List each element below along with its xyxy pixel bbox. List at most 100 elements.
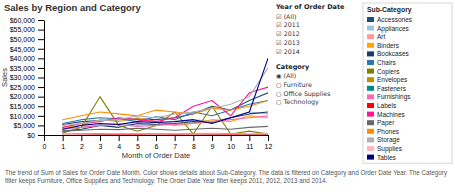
tick-mark — [231, 135, 232, 141]
tick-label: 11 — [246, 143, 253, 150]
legend-swatch — [367, 137, 374, 142]
filter-item: ○ Technology — [276, 98, 319, 106]
series-line — [63, 126, 268, 131]
legend-swatch — [367, 77, 374, 82]
y-axis: $0 $5,000 $10,000 $15,000 $20,000 $25,000 $30,… — [10, 17, 45, 139]
legend-label: Bookcases — [377, 50, 410, 57]
tick-label: 5 — [136, 143, 140, 150]
tick-label: $0 — [27, 132, 35, 139]
series-line — [63, 58, 268, 129]
tick-mark — [100, 135, 101, 141]
x-tick: 2 — [80, 135, 84, 150]
y-tick: $25,000 — [10, 84, 44, 91]
legend-swatch — [367, 17, 374, 22]
tick-label: $55,000 — [10, 26, 35, 33]
filter-item: ☑ 2012 — [276, 30, 300, 37]
legend-swatch — [367, 86, 374, 91]
y-tick: $55,000 — [10, 26, 44, 33]
x-tick: 6 — [155, 135, 159, 150]
tick-mark — [249, 135, 250, 141]
y-tick: $40,000 — [10, 55, 44, 62]
filter-item: ○ Furniture — [276, 81, 312, 88]
legend-label: Binders — [377, 42, 400, 49]
series-line — [63, 101, 268, 120]
legend: Sub-Category Accessories AppliancesArt Bind… — [363, 3, 452, 163]
tick-mark — [38, 39, 44, 40]
footer-note: The trend of Sum of Sales for Order Date… — [5, 169, 450, 184]
legend-swatch — [367, 94, 374, 99]
tick-label: 3 — [99, 143, 103, 150]
tick-label: 6 — [155, 143, 159, 150]
y-tick: $50,000 — [10, 36, 44, 43]
filter-heading: Category — [276, 63, 310, 71]
tick-label: 7 — [173, 143, 177, 150]
tick-mark — [38, 58, 44, 59]
legend-label: Appliances — [377, 25, 410, 33]
x-tick: 8 — [192, 135, 196, 150]
legend-swatch — [367, 69, 374, 74]
legend-label: Art — [377, 33, 386, 40]
tick-label: $15,000 — [10, 103, 35, 110]
tick-mark — [44, 135, 45, 141]
x-tick: 10 — [227, 135, 235, 150]
tick-mark — [137, 135, 138, 141]
series-line — [63, 133, 268, 135]
chart-svg: Sales by Region and Category012345678910… — [0, 0, 455, 192]
x-tick: 0 — [43, 135, 47, 150]
tick-mark — [38, 87, 44, 88]
tick-label: 2 — [80, 143, 84, 150]
legend-title: Sub-Category — [367, 6, 412, 14]
y-tick: $15,000 — [10, 103, 44, 110]
legend-label: Furnishings — [377, 93, 411, 101]
legend-label: Storage — [377, 136, 400, 144]
legend-swatch — [367, 146, 374, 151]
tick-mark — [38, 135, 44, 136]
x-tick: 4 — [117, 135, 121, 150]
x-tick: 1 — [61, 135, 65, 150]
tick-label: 9 — [211, 143, 215, 150]
legend-label: Chairs — [377, 59, 397, 66]
filter-item: ☑ 2014 — [276, 48, 300, 55]
x-tick: 5 — [136, 135, 140, 150]
tick-mark — [38, 78, 44, 79]
y-tick: $30,000 — [10, 74, 44, 81]
legend-label: Phones — [377, 128, 400, 135]
tick-label: 1 — [61, 143, 65, 150]
tick-mark — [38, 20, 44, 21]
legend-label: Machines — [377, 111, 406, 118]
legend-label: Fasteners — [377, 85, 407, 92]
tick-label: $45,000 — [10, 45, 35, 52]
tick-mark — [268, 135, 269, 141]
chart-title: Sales by Region and Category — [4, 2, 141, 13]
y-tick: $0 — [27, 132, 44, 139]
legend-label: Copiers — [377, 68, 400, 76]
tick-label: 12 — [265, 143, 273, 150]
legend-swatch — [367, 26, 374, 31]
legend-label: Paper — [377, 119, 395, 127]
y-tick: $5,000 — [14, 122, 44, 129]
legend-swatch — [367, 120, 374, 125]
tick-label: $20,000 — [10, 93, 35, 100]
series-line — [63, 133, 268, 135]
y-tick: $60,000 — [10, 17, 44, 24]
legend-swatch — [367, 34, 374, 39]
tick-label: $5,000 — [14, 122, 36, 129]
filter-item: ○ Office Supplies — [276, 90, 331, 98]
filter-panel: Year of Order Date☑ (All)☑ 2011☑ 2012☑ 2… — [275, 3, 345, 106]
series-line — [63, 134, 268, 135]
legend-swatch — [367, 155, 374, 160]
y-tick: $45,000 — [10, 45, 44, 52]
x-axis-title: Month of Order Date — [122, 151, 190, 160]
x-tick: 7 — [173, 135, 177, 150]
x-axis: 0123456789101112 — [43, 135, 273, 150]
tick-mark — [38, 125, 44, 126]
tick-label: $25,000 — [10, 84, 35, 91]
tick-label: 8 — [192, 143, 196, 150]
filter-item: ☑ 2013 — [276, 39, 300, 46]
tick-mark — [38, 68, 44, 69]
tick-mark — [38, 116, 44, 117]
y-tick: $10,000 — [10, 113, 44, 120]
series-line — [63, 134, 268, 135]
legend-label: Accessories — [377, 16, 413, 23]
y-axis-title: Sales — [0, 68, 9, 87]
